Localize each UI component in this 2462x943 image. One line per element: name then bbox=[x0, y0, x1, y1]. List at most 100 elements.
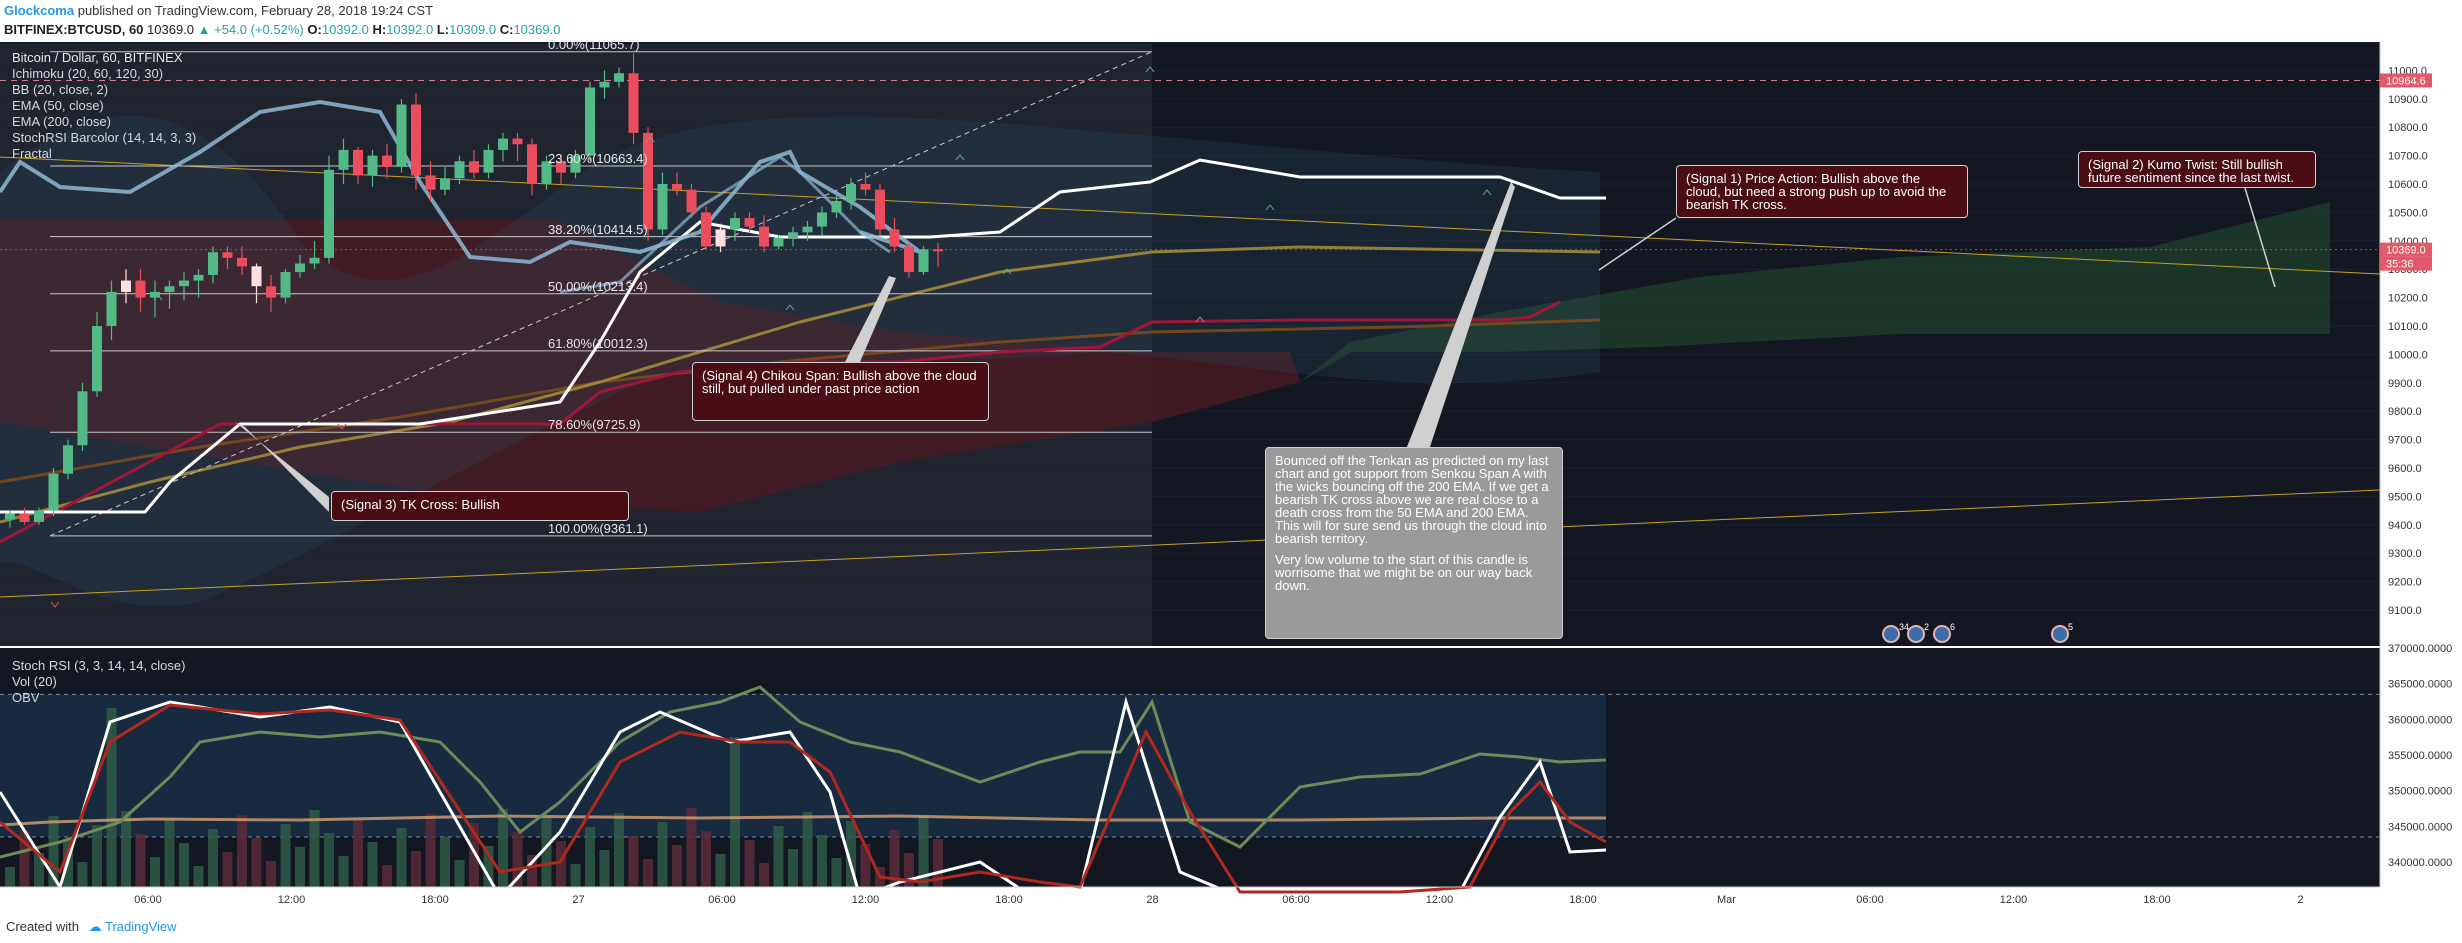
signal3-note[interactable]: (Signal 3) TK Cross: Bullish bbox=[331, 491, 629, 521]
main-legend: Bitcoin / Dollar, 60, BITFINEX Ichimoku … bbox=[12, 50, 196, 162]
fractal-arrow bbox=[337, 423, 347, 430]
volume-bar bbox=[19, 830, 30, 887]
volume-bar bbox=[918, 816, 929, 887]
price-tick-label: 9600.0 bbox=[2388, 463, 2422, 475]
candle-body bbox=[889, 229, 900, 247]
dashed-price-tag: 10964.6 bbox=[2386, 75, 2426, 87]
candle-body bbox=[556, 161, 566, 173]
volume-bar bbox=[599, 850, 610, 887]
chikou-span-segment bbox=[559, 155, 891, 294]
price-chart[interactable]: 9100.0 9200.0 9300.0 9400.0 9500.0 9600.0 9700… bbox=[0, 41, 2462, 912]
candle-body bbox=[672, 184, 682, 190]
price-tick-label: 10200.0 bbox=[2388, 293, 2428, 305]
volume-bar bbox=[280, 824, 291, 887]
candle-body bbox=[831, 201, 842, 213]
volume-bar bbox=[715, 854, 726, 887]
volume-bar bbox=[570, 864, 581, 887]
fib-level-label: 0.00%(11065.7) bbox=[548, 36, 640, 52]
candle-body bbox=[788, 232, 798, 238]
time-tick-label: 06:00 bbox=[708, 894, 736, 906]
candle-body bbox=[483, 149, 494, 173]
volume-bar bbox=[208, 829, 218, 887]
volume-bar bbox=[744, 840, 755, 887]
author-link[interactable]: Glockcoma bbox=[4, 3, 75, 18]
volume-bar bbox=[643, 859, 653, 887]
fractal-arrow bbox=[1195, 316, 1205, 323]
volume-bar bbox=[266, 861, 276, 887]
price-tick-label: 9900.0 bbox=[2388, 378, 2422, 390]
ichimoku-cloud-bullish bbox=[1300, 202, 2330, 382]
volume-bar bbox=[889, 830, 900, 887]
callout-pointer bbox=[1407, 182, 1515, 447]
legend-item[interactable]: Vol (20) bbox=[12, 674, 57, 689]
signal1-note[interactable]: (Signal 1) Price Action: Bullish above t… bbox=[1676, 165, 1968, 218]
signal2-note[interactable]: (Signal 2) Kumo Twist: Still bullish fut… bbox=[2078, 151, 2316, 188]
volume-ma-line bbox=[0, 814, 1606, 827]
callout-pointer bbox=[1598, 217, 1677, 271]
candle-body bbox=[338, 149, 349, 170]
fractal-arrow bbox=[1002, 268, 1012, 275]
legend-item[interactable]: Ichimoku (20, 60, 120, 30) bbox=[12, 66, 164, 81]
lower-tick-label: 350000.0000 bbox=[2388, 786, 2452, 798]
legend-item[interactable]: EMA (50, close) bbox=[12, 98, 104, 113]
volume-bar bbox=[295, 847, 305, 887]
volume-bar bbox=[527, 855, 537, 887]
candle-body bbox=[759, 226, 769, 247]
candle-body bbox=[918, 249, 929, 273]
fib-level-label: 78.60%(9725.9) bbox=[548, 417, 641, 433]
volume-bar bbox=[425, 814, 436, 887]
candle-body bbox=[846, 184, 856, 202]
fib-level-label: 100.00%(9361.1) bbox=[548, 520, 648, 536]
volume-bar bbox=[454, 860, 465, 887]
volume-bar bbox=[92, 825, 102, 887]
volume-bar bbox=[338, 856, 349, 887]
candle-body bbox=[193, 274, 204, 281]
volume-bar bbox=[34, 853, 44, 887]
volume-bar bbox=[541, 818, 552, 887]
volume-bar bbox=[512, 832, 523, 887]
candle-body bbox=[701, 212, 711, 247]
legend-item[interactable]: BB (20, close, 2) bbox=[12, 82, 109, 97]
created-with-text: Created with bbox=[6, 919, 79, 934]
candle-body bbox=[933, 249, 943, 252]
volume-bar bbox=[585, 827, 595, 887]
candle-body bbox=[324, 169, 334, 258]
legend-item[interactable]: Fractal bbox=[12, 146, 52, 161]
candle-body bbox=[425, 175, 436, 190]
tenkan-line bbox=[0, 158, 1606, 514]
legend-item[interactable]: Stoch RSI (3, 3, 14, 14, close) bbox=[12, 658, 186, 673]
lower-tick-label: 340000.0000 bbox=[2388, 857, 2452, 869]
analysis-paragraph: Very low volume to the start of this can… bbox=[1275, 552, 1533, 593]
signal4-note[interactable]: (Signal 4) Chikou Span: Bullish above th… bbox=[692, 362, 989, 421]
chart-frame[interactable]: 9100.0 9200.0 9300.0 9400.0 9500.0 9600.0 9700… bbox=[0, 37, 2462, 912]
candle-body bbox=[251, 266, 262, 287]
time-tick-label: Mar bbox=[1717, 894, 1736, 906]
event-badge-count: 6 bbox=[1950, 622, 1955, 632]
legend-item[interactable]: OBV bbox=[12, 690, 40, 705]
time-tick-label: 06:00 bbox=[1856, 894, 1884, 906]
time-tick-label: 2 bbox=[2297, 894, 2303, 906]
tradingview-logo[interactable]: ☁ TradingView bbox=[88, 919, 177, 934]
event-badge-count: 5 bbox=[2068, 622, 2073, 632]
fib-diagonal bbox=[49, 51, 1153, 537]
volume-bar bbox=[701, 831, 711, 887]
candle-body bbox=[730, 218, 740, 230]
last-price-tag-bg bbox=[2380, 242, 2432, 257]
time-tick-label: 06:00 bbox=[134, 894, 162, 906]
analysis-note[interactable]: Bounced off the Tenkan as predicted on m… bbox=[1265, 447, 1563, 639]
time-tick-label: 12:00 bbox=[2000, 894, 2028, 906]
event-badge-icon bbox=[1882, 625, 1900, 643]
volume-bar bbox=[251, 838, 262, 887]
fractal-arrow bbox=[153, 294, 163, 301]
callout-pointer bbox=[2244, 187, 2276, 288]
volume-bar bbox=[5, 867, 15, 887]
candle-body bbox=[208, 252, 218, 275]
volume-bar bbox=[498, 809, 508, 887]
candle-body bbox=[875, 189, 885, 230]
legend-title[interactable]: Bitcoin / Dollar, 60, BITFINEX bbox=[12, 50, 183, 65]
candle-body bbox=[135, 280, 146, 298]
symbol-label: BITFINEX:BTCUSD, 60 bbox=[4, 22, 144, 37]
volume-bar bbox=[802, 812, 813, 887]
legend-item[interactable]: StochRSI Barcolor (14, 14, 3, 3) bbox=[12, 130, 197, 145]
legend-item[interactable]: EMA (200, close) bbox=[12, 114, 111, 129]
